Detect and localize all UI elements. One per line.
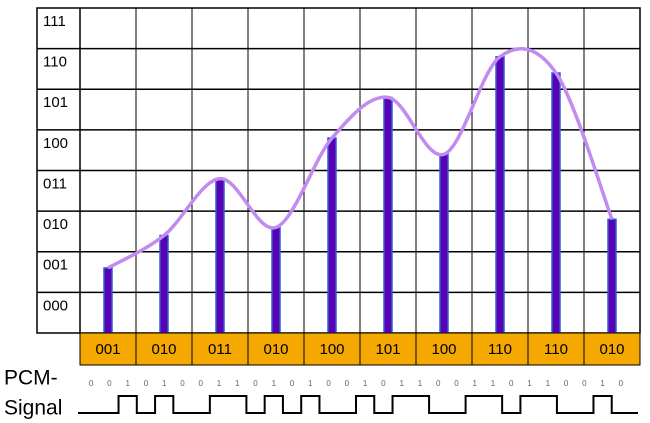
pcm-bit: 0 bbox=[180, 379, 185, 388]
pcm-bit: 0 bbox=[619, 379, 624, 388]
level-label: 111 bbox=[43, 13, 66, 30]
pcm-bit: 0 bbox=[107, 379, 112, 388]
pcm-bit: 1 bbox=[546, 379, 551, 388]
pcm-bit: 1 bbox=[473, 379, 478, 388]
pcm-bit: 0 bbox=[199, 379, 204, 388]
pcm-bit: 1 bbox=[418, 379, 423, 388]
pcm-bit: 1 bbox=[363, 379, 368, 388]
code-label: 101 bbox=[375, 341, 400, 358]
pcm-bit: 1 bbox=[399, 379, 404, 388]
sample-bar bbox=[271, 226, 281, 334]
level-label: 011 bbox=[43, 175, 67, 192]
code-label: 010 bbox=[151, 341, 176, 358]
signal-label: Signal bbox=[4, 397, 62, 420]
sample-bar bbox=[551, 72, 561, 334]
code-label: 010 bbox=[599, 341, 624, 358]
sample-bar bbox=[159, 234, 169, 334]
code-box bbox=[303, 332, 361, 366]
sample-bar bbox=[215, 177, 225, 334]
code-box bbox=[415, 332, 473, 366]
pcm-bit: 1 bbox=[272, 379, 277, 388]
pcm-bit: 0 bbox=[582, 379, 587, 388]
level-label: 101 bbox=[43, 94, 68, 111]
pcm-bit: 1 bbox=[527, 379, 532, 388]
pcm-bit: 1 bbox=[491, 379, 496, 388]
code-box bbox=[247, 332, 305, 366]
pcm-bit: 0 bbox=[564, 379, 569, 388]
pcm-bit: 1 bbox=[600, 379, 605, 388]
level-label: 001 bbox=[43, 257, 68, 274]
pcm-bit: 0 bbox=[144, 379, 149, 388]
analog-curve bbox=[107, 47, 614, 270]
code-label: 010 bbox=[263, 341, 288, 358]
code-box bbox=[191, 332, 249, 366]
code-label: 011 bbox=[208, 341, 232, 358]
pcm-bit: 1 bbox=[235, 379, 240, 388]
pcm-bit: 1 bbox=[162, 379, 167, 388]
pcm-bit: 0 bbox=[290, 379, 295, 388]
pcm-bit: 1 bbox=[308, 379, 313, 388]
pcm-bit: 1 bbox=[217, 379, 222, 388]
pcm-bit: 0 bbox=[436, 379, 441, 388]
code-label: 001 bbox=[95, 341, 120, 358]
level-label: 110 bbox=[43, 54, 67, 71]
level-label: 100 bbox=[43, 135, 68, 152]
signal-label: PCM- bbox=[4, 367, 58, 390]
pcm-bit: 0 bbox=[381, 379, 386, 388]
sample-bar bbox=[439, 153, 449, 334]
pcm-bit: 1 bbox=[125, 379, 130, 388]
sample-bar bbox=[495, 56, 505, 334]
sample-bar bbox=[327, 137, 337, 334]
code-box bbox=[359, 332, 417, 366]
pcm-bit: 0 bbox=[326, 379, 331, 388]
code-label: 110 bbox=[488, 341, 512, 358]
sample-bar bbox=[103, 267, 113, 334]
pcm-bit: 0 bbox=[89, 379, 94, 388]
pcm-bit: 0 bbox=[509, 379, 514, 388]
code-box bbox=[583, 332, 641, 366]
code-box bbox=[135, 332, 193, 366]
code-label: 100 bbox=[431, 341, 456, 358]
code-label: 110 bbox=[544, 341, 568, 358]
sample-bar bbox=[607, 218, 617, 334]
level-label: 000 bbox=[43, 297, 68, 314]
pcm-bit: 0 bbox=[345, 379, 350, 388]
pcm-bit: 0 bbox=[454, 379, 459, 388]
sample-bar bbox=[383, 96, 393, 334]
level-label: 010 bbox=[43, 216, 68, 233]
pcm-bit: 0 bbox=[253, 379, 258, 388]
pcm-waveform bbox=[78, 395, 638, 414]
code-box bbox=[471, 332, 529, 366]
code-label: 100 bbox=[319, 341, 344, 358]
